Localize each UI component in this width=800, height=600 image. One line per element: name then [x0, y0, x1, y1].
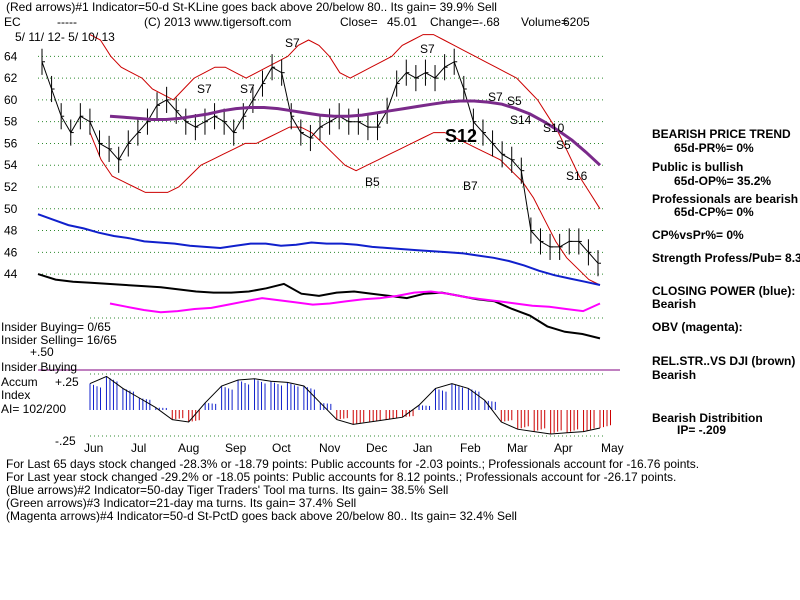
trend-title: BEARISH PRICE TREND: [652, 127, 791, 141]
x-month-label: Sep: [225, 441, 247, 455]
cpvspr-line: CP%vsPr%= 0%: [652, 228, 744, 242]
pros-title: Professionals are bearish: [652, 192, 799, 206]
chart-series: [37, 34, 611, 435]
ip-line: IP= -.209: [677, 423, 727, 437]
volume-label: Volume=: [521, 15, 569, 29]
copyright: (C) 2013 www.tigersoft.com: [144, 15, 292, 29]
relstr-label: REL.STR..VS DJI (brown): [652, 354, 796, 368]
y-tick-label: 52: [4, 180, 18, 194]
insider-buying-label: Insider Buying: [1, 360, 78, 374]
x-month-label: Nov: [319, 441, 340, 455]
obv-label: OBV (magenta):: [652, 320, 743, 334]
chart-signals: S7 S7 S7 S7 S7 S5 S14 S10 S5 S16 S12 B5 B7 B1: [0, 0, 588, 193]
signal-label: B7: [463, 179, 478, 193]
accum-label: Accum: [1, 375, 38, 389]
ai-value: AI= 102/200: [1, 402, 67, 416]
y-tick-label: 58: [4, 115, 18, 129]
header-indicator-1: (Red arrows)#1 Indicator=50-d St-KLine g…: [6, 0, 497, 14]
accum-minus25: -.25: [55, 434, 76, 448]
price-line: [41, 61, 599, 264]
signal-label: B5: [365, 175, 380, 189]
signal-label: S12: [445, 126, 477, 146]
pr-line: 65d-PR%= 0%: [674, 141, 754, 155]
signal-label: S7: [197, 82, 212, 96]
footer-indicator-4: (Magenta arrows)#4 Indicator=50-d St-Pct…: [6, 509, 517, 523]
y-tick-label: 50: [4, 202, 18, 216]
insider-buying-count: Insider Buying= 0/65: [1, 320, 111, 334]
closing-power-value: Bearish: [652, 297, 697, 311]
x-month-label: Jul: [131, 441, 146, 455]
x-month-label: Mar: [507, 441, 528, 455]
y-tick-label: 48: [4, 224, 18, 238]
accum-plus50: +.50: [30, 345, 54, 359]
x-month-label: Jun: [84, 441, 103, 455]
x-month-label: Oct: [272, 441, 291, 455]
footer-indicator-2: (Blue arrows)#2 Indicator=50-day Tiger T…: [6, 483, 449, 497]
x-month-label: Dec: [366, 441, 387, 455]
signal-label: S16: [566, 169, 588, 183]
y-tick-label: 46: [4, 245, 18, 259]
footer-65day: For Last 65 days stock changed -28.3% or…: [6, 457, 700, 471]
date-range: 5/ 11/ 12- 5/ 10/ 13: [15, 30, 115, 44]
change-label: Change=-.68: [430, 15, 500, 29]
signal-label: S5: [556, 138, 571, 152]
signal-label: S7: [420, 42, 435, 56]
signal-label: S7: [488, 90, 503, 104]
x-month-label: Apr: [554, 441, 573, 455]
close-label: Close=: [340, 15, 378, 29]
signal-label: S10: [543, 121, 565, 135]
obv-line: [109, 290, 601, 314]
y-tick-label: 62: [4, 71, 18, 85]
y-tick-label: 54: [4, 158, 18, 172]
insider-selling-count: Insider Selling= 16/65: [1, 333, 117, 347]
accum-ma-line: [89, 375, 601, 435]
signal-label: S5: [507, 94, 522, 108]
distribution-label: Bearish Distribition: [652, 411, 763, 425]
footer-year: For Last year stock changed -29.2% or -1…: [6, 470, 677, 484]
y-tick-label: 60: [4, 93, 18, 107]
volume-value: 6205: [563, 15, 590, 29]
cp-line: 65d-CP%= 0%: [674, 205, 754, 219]
y-tick-label: 44: [4, 267, 18, 281]
chart-gridlines: 44 46 48 50 52 54 56 58 60 62 64 Jun Jul Aug Sep Oct Nov…: [4, 49, 624, 455]
y-tick-label: 56: [4, 136, 18, 150]
lower-band: [89, 126, 601, 286]
header-dashes: -----: [57, 15, 77, 29]
relstr-value: Bearish: [652, 368, 697, 382]
rel-strength-line: [37, 273, 601, 340]
signal-label: S7: [285, 36, 300, 50]
closing-power-line: [37, 213, 601, 286]
x-month-label: Feb: [460, 441, 481, 455]
x-month-label: Aug: [178, 441, 199, 455]
signal-label: S7: [240, 82, 255, 96]
x-month-label: May: [601, 441, 624, 455]
ticker-symbol: EC: [4, 15, 21, 29]
y-tick-label: 64: [4, 49, 18, 63]
upper-band: [89, 34, 601, 210]
index-label: Index: [1, 388, 31, 402]
footer-indicator-3: (Green arrows)#3 Indicator=21-day ma tur…: [6, 496, 357, 510]
signal-label: B1: [0, 0, 15, 3]
signal-label: S14: [510, 113, 532, 127]
public-title: Public is bullish: [652, 160, 744, 174]
x-month-label: Jan: [413, 441, 432, 455]
op-line: 65d-OP%= 35.2%: [674, 174, 772, 188]
closing-power-label: CLOSING POWER (blue):: [652, 284, 796, 298]
close-value: 45.01: [387, 15, 418, 29]
accum-plus25: +.25: [55, 375, 79, 389]
ma-50-line: [109, 99, 602, 167]
strength-line: Strength Profess/Pub= 8.3: [652, 251, 800, 265]
